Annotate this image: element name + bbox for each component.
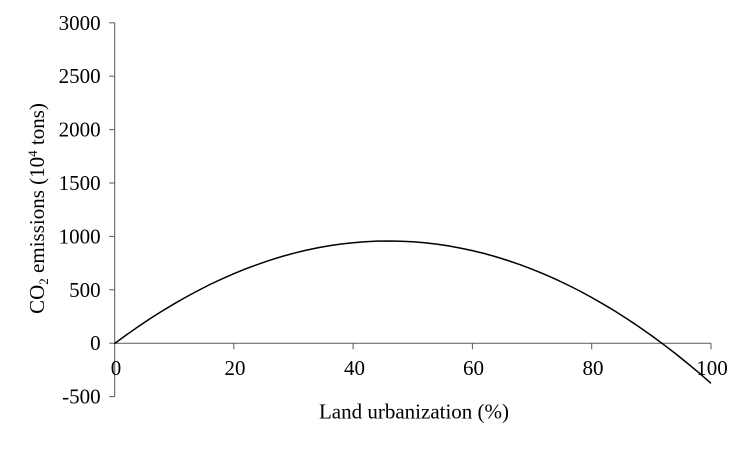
svg-text:80: 80 — [583, 356, 604, 380]
svg-text:3000: 3000 — [59, 11, 101, 35]
svg-text:500: 500 — [69, 278, 101, 302]
svg-text:2000: 2000 — [59, 118, 101, 142]
svg-text:0: 0 — [111, 356, 122, 380]
svg-text:Land urbanization (%): Land urbanization (%) — [319, 400, 509, 424]
svg-text:20: 20 — [225, 356, 246, 380]
svg-text:100: 100 — [696, 356, 728, 380]
svg-text:40: 40 — [344, 356, 365, 380]
svg-text:60: 60 — [463, 356, 484, 380]
svg-text:2500: 2500 — [59, 64, 101, 88]
svg-text:1000: 1000 — [59, 224, 101, 248]
svg-text:-500: -500 — [62, 385, 101, 409]
svg-text:1500: 1500 — [59, 171, 101, 195]
svg-text:CO2 emissions (104 tons): CO2 emissions (104 tons) — [25, 103, 51, 314]
svg-text:0: 0 — [90, 331, 101, 355]
